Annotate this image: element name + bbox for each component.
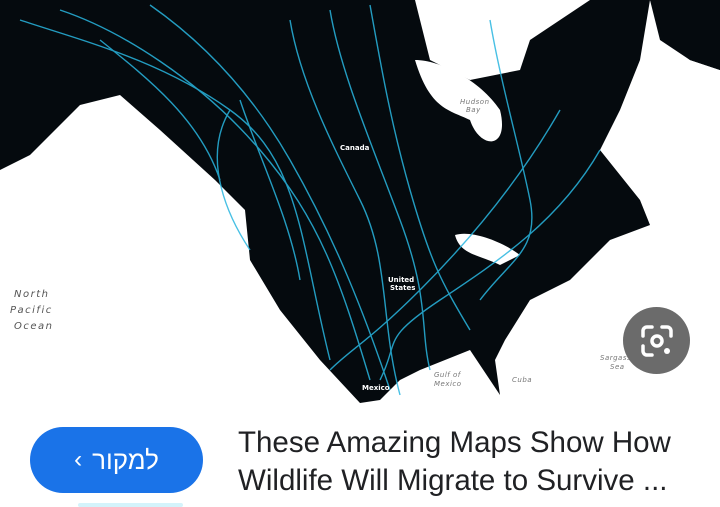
svg-text:Hudson: Hudson	[460, 98, 490, 106]
map-image[interactable]: North Pacific Ocean Hudson Bay Canada Un…	[0, 0, 720, 403]
next-button-edge	[78, 503, 183, 507]
title-line-1: These Amazing Maps Show How	[238, 426, 671, 459]
svg-text:Sargasso: Sargasso	[600, 354, 636, 362]
visit-source-button[interactable]: ‹ למקור	[30, 427, 203, 493]
google-lens-button[interactable]	[623, 307, 690, 374]
svg-text:North: North	[14, 289, 49, 300]
map-labels: North Pacific Ocean Hudson Bay Canada Un…	[10, 98, 636, 392]
svg-text:Mexico: Mexico	[362, 384, 390, 392]
google-lens-icon	[640, 324, 673, 357]
svg-text:Bay: Bay	[466, 106, 481, 114]
title-line-2: Wildlife Will Migrate to Survive ...	[238, 464, 668, 497]
flow-lines	[19, 4, 601, 396]
migration-map: North Pacific Ocean Hudson Bay Canada Un…	[0, 0, 720, 403]
svg-text:Pacific: Pacific	[10, 305, 53, 316]
svg-text:Cuba: Cuba	[512, 376, 532, 384]
svg-text:Mexico: Mexico	[434, 380, 462, 388]
chevron-left-icon: ‹	[74, 446, 83, 473]
result-title[interactable]: These Amazing Maps Show How Wildlife Wil…	[238, 424, 708, 500]
svg-text:Canada: Canada	[340, 144, 370, 152]
svg-text:United: United	[388, 276, 414, 284]
svg-text:Gulf of: Gulf of	[434, 371, 462, 379]
visit-source-label: למקור	[92, 444, 159, 475]
svg-text:Ocean: Ocean	[14, 321, 54, 332]
svg-text:States: States	[390, 284, 415, 292]
svg-text:Sea: Sea	[610, 363, 625, 371]
